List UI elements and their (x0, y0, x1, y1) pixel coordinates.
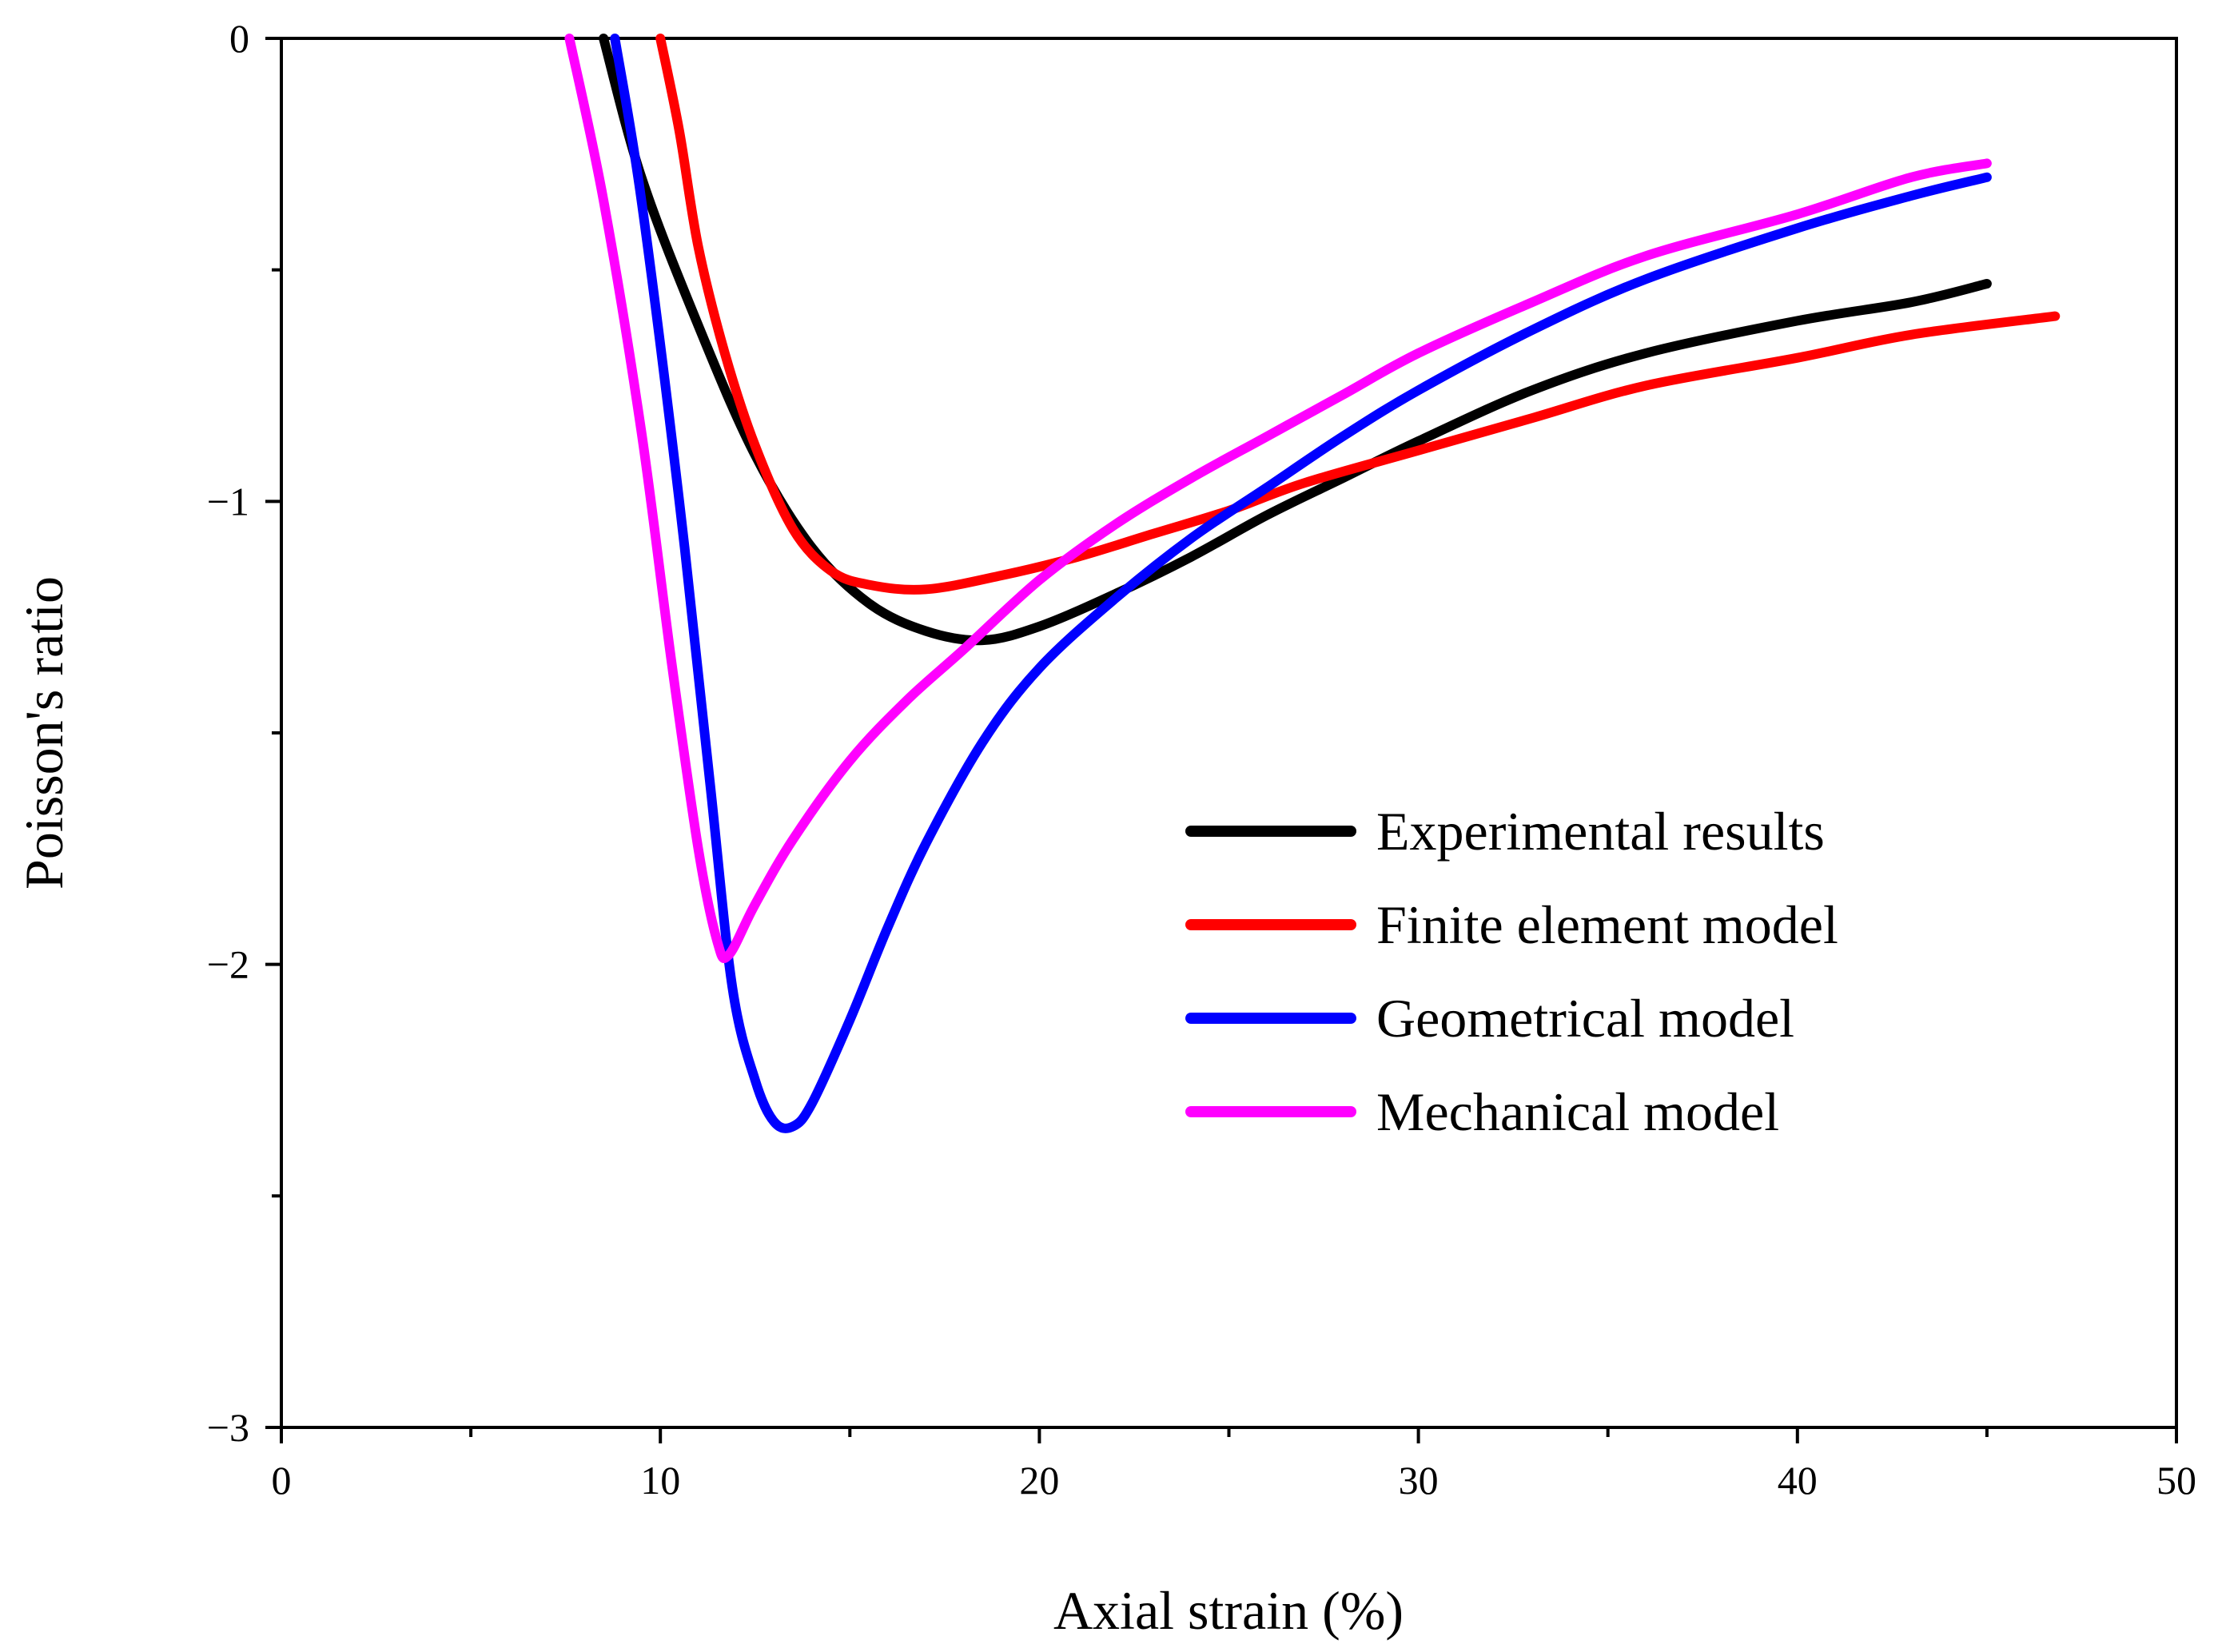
legend-label-experimental-results: Experimental results (1376, 801, 1825, 862)
x-axis-title: Axial strain (%) (1053, 1580, 1404, 1641)
y-tick-label: −2 (207, 942, 249, 987)
y-tick-label: −1 (207, 479, 249, 523)
x-axis-ticks: 0 10 20 30 40 50 (272, 1427, 2196, 1503)
x-tick-label: 10 (640, 1458, 680, 1503)
series-layer (564, 34, 2061, 1133)
legend-label-mechanical-model: Mechanical model (1376, 1081, 1779, 1142)
x-tick-label: 30 (1399, 1458, 1439, 1503)
x-tick-label: 0 (272, 1458, 292, 1503)
series-line-geometrical-model (610, 34, 1992, 1133)
y-axis-title: Poisson's ratio (14, 576, 74, 890)
series-line-mechanical-model (564, 34, 1992, 963)
x-tick-label: 40 (1778, 1458, 1818, 1503)
y-axis-ticks: 0 −1 −2 −3 (207, 16, 281, 1450)
y-tick-label: 0 (229, 16, 249, 61)
x-tick-label: 20 (1019, 1458, 1059, 1503)
series-line-finite-element-model (655, 34, 2061, 595)
legend: Experimental results Finite element model… (1185, 801, 1838, 1142)
y-tick-label: −3 (207, 1405, 249, 1450)
legend-label-geometrical-model: Geometrical model (1376, 988, 1794, 1049)
legend-label-finite-element-model: Finite element model (1376, 894, 1838, 955)
x-tick-label: 50 (2156, 1458, 2196, 1503)
